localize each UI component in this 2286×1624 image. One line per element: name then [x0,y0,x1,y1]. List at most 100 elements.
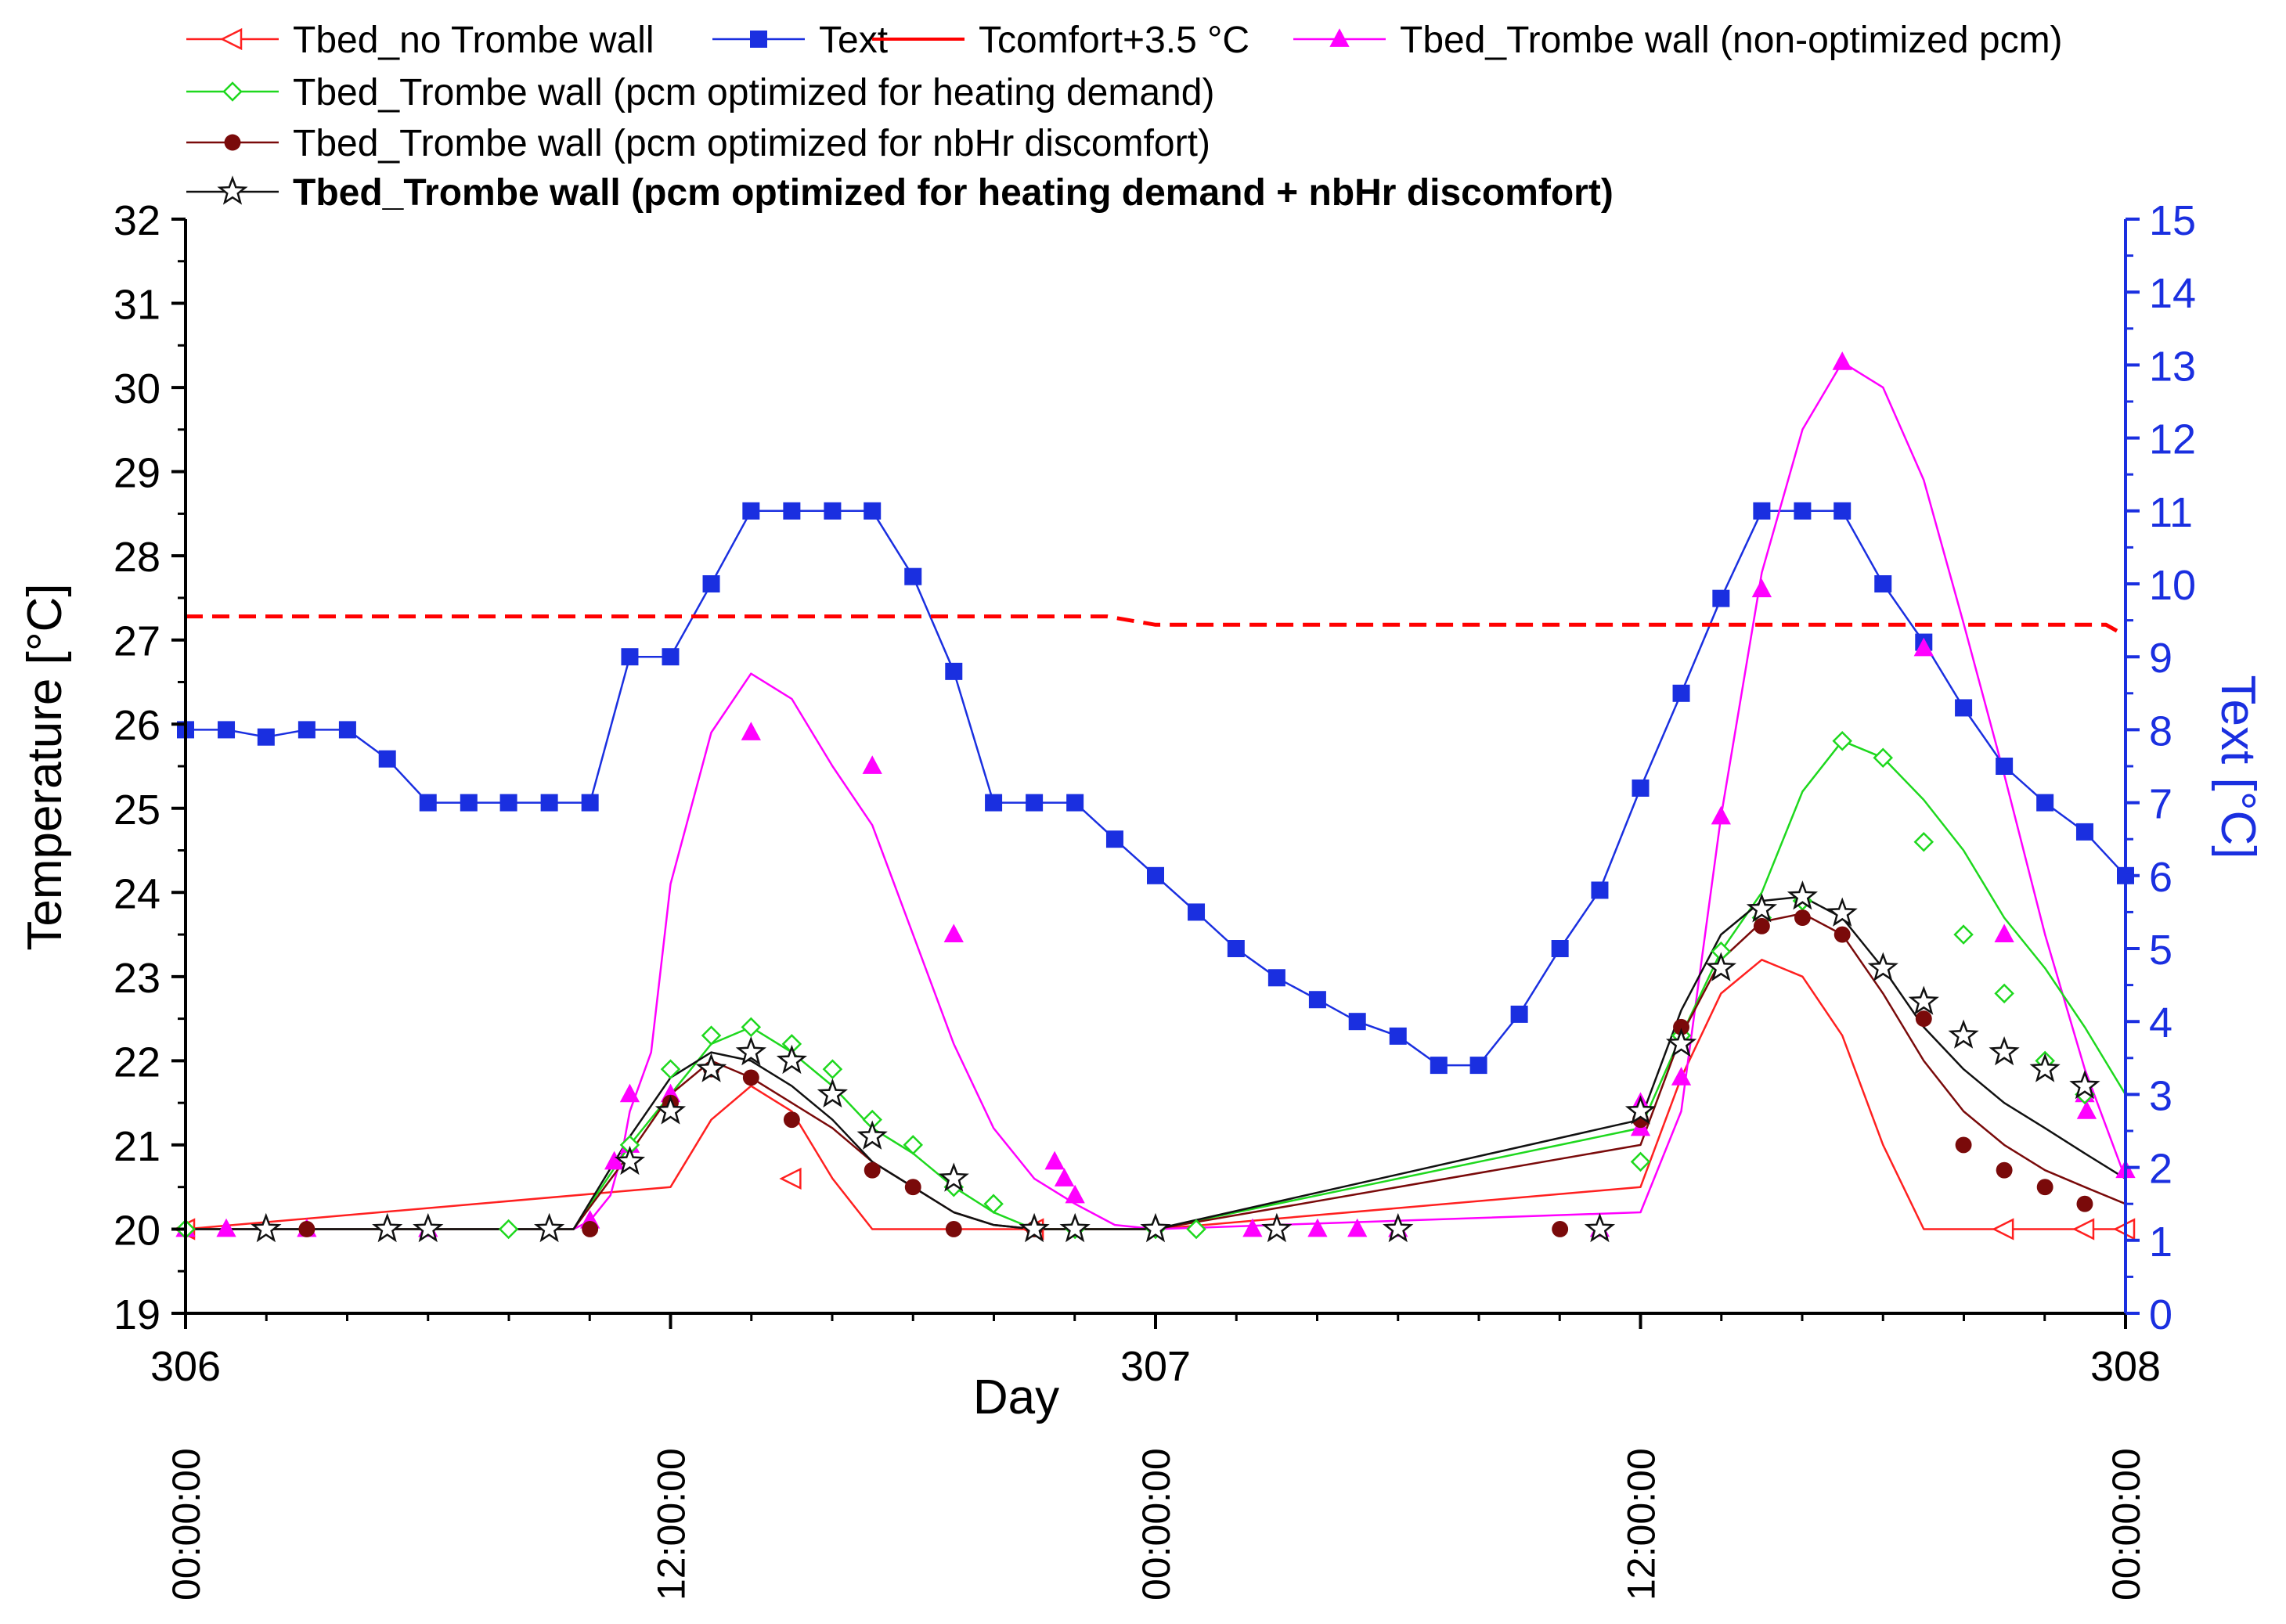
series-2-point [460,794,478,812]
x-tick-label: 308 [2090,1343,2161,1390]
series-2-point [1551,940,1569,957]
y2-tick-label: 2 [2149,1146,2172,1193]
y-tick-label: 28 [114,534,160,581]
series-2-point [1105,830,1123,848]
series-7-line [186,895,2126,1230]
legend-swatch-marker [750,31,767,48]
y-tick-label: 31 [114,282,160,329]
series-2-point [419,794,437,812]
y-tick-label: 26 [114,702,160,749]
series-7-point [1948,1019,1979,1049]
legend-label: Tbed_Trombe wall (pcm optimized for heat… [293,172,1614,214]
series-6-point [742,1069,759,1086]
series-6-point [1996,1161,2013,1179]
y-tick-label: 24 [114,870,160,917]
series-2-point [1632,779,1650,797]
series-2-point [1066,794,1084,812]
y2-tick-label: 3 [2149,1072,2172,1119]
series-2-point [1996,758,2014,775]
series-2-point [2036,794,2054,812]
series-7-point [1261,1212,1293,1243]
series-2-point [1026,794,1044,812]
series-5-point [1873,747,1894,769]
series-4-point [1054,1168,1075,1186]
series-7-point [817,1078,848,1108]
series-6-point [298,1221,315,1237]
series-6-point [904,1179,921,1196]
series-7-point [1383,1212,1414,1243]
y2-tick-label: 13 [2149,343,2196,390]
series-1-point [2071,1218,2095,1241]
series-6-point [582,1221,599,1237]
series-4-point [619,1083,640,1103]
series-4-point [862,755,882,774]
series-7-point [856,1120,888,1150]
series-7-point [1908,985,1939,1015]
series-lines [185,361,2127,1230]
y2-tick-label: 12 [2149,416,2196,463]
series-2-point [985,794,1003,812]
legend-label: Tcomfort+3.5 °C [979,20,1249,61]
series-7-point [251,1212,282,1243]
series-7-point [1989,1036,2020,1066]
series-2-point [378,750,396,768]
series-4-point [1671,1067,1692,1086]
series-4-point [1751,578,1772,598]
series-7-point [1019,1212,1050,1243]
series-2-point [297,721,315,739]
series-4-point [1711,805,1731,825]
series-5-point [1994,983,2014,1004]
y2-tick-label: 14 [2149,270,2196,317]
x-tick-label: 307 [1120,1343,1191,1390]
y2-tick-label: 6 [2149,854,2172,901]
y2-tick-label: 4 [2149,999,2172,1046]
series-2-point [499,794,517,812]
series-1-point [779,1167,802,1190]
series-6-point [864,1161,881,1179]
series-5-point [498,1219,519,1240]
series-7-point [735,1036,767,1066]
series-7-point [695,1053,727,1082]
series-6-point [2036,1179,2053,1196]
series-7-point [413,1212,444,1243]
series-7-point [534,1212,565,1243]
series-4-point [1307,1218,1328,1237]
series-6-point [1833,926,1851,943]
legend-label: Tbed_Trombe wall (non-optimized pcm) [1400,20,2063,61]
y-tick-label: 20 [114,1207,160,1254]
series-5-point [983,1194,1004,1214]
y-tick-label: 29 [114,450,160,497]
y2-tick-label: 1 [2149,1219,2172,1266]
series-4-point [1044,1150,1065,1170]
series-2-point [783,502,801,520]
series-2-point [1227,940,1245,957]
series-1-point [1992,1218,2014,1241]
legend-label: Tbed_Trombe wall (pcm optimized for heat… [293,72,1214,113]
series-2-point [945,662,963,680]
series-2-point [338,721,356,739]
legend-swatch-marker [217,175,248,205]
series-5-point [1832,730,1852,751]
y-axis-label: Temperature [°C] [18,583,72,950]
series-2-point [1874,575,1892,592]
y-tick-label: 21 [114,1123,160,1170]
series-2-point [1389,1027,1407,1045]
y2-tick-label: 10 [2149,562,2196,609]
series-6-point [1753,917,1770,934]
series-4-point [1347,1218,1368,1237]
series-2-point [1469,1057,1487,1075]
x-tick-time-label: 12:00:00 [1620,1448,1664,1601]
series-5-point [822,1059,843,1079]
series-7-point [1787,880,1818,910]
series-2-point [1348,1013,1366,1031]
series-7-point [1624,1095,1657,1125]
y2-tick-label: 5 [2149,927,2172,974]
y-axis-ticks: 19 20 21 22 23 24 25 26 27 28 29 30 31 32 [114,197,186,1338]
series-7-point [1140,1212,1171,1243]
series-2-point [1712,589,1730,607]
y-tick-label: 27 [114,618,160,665]
y-tick-label: 32 [114,197,160,244]
series-4-point [1242,1218,1263,1237]
x-axis-label: Day [973,1370,1059,1424]
